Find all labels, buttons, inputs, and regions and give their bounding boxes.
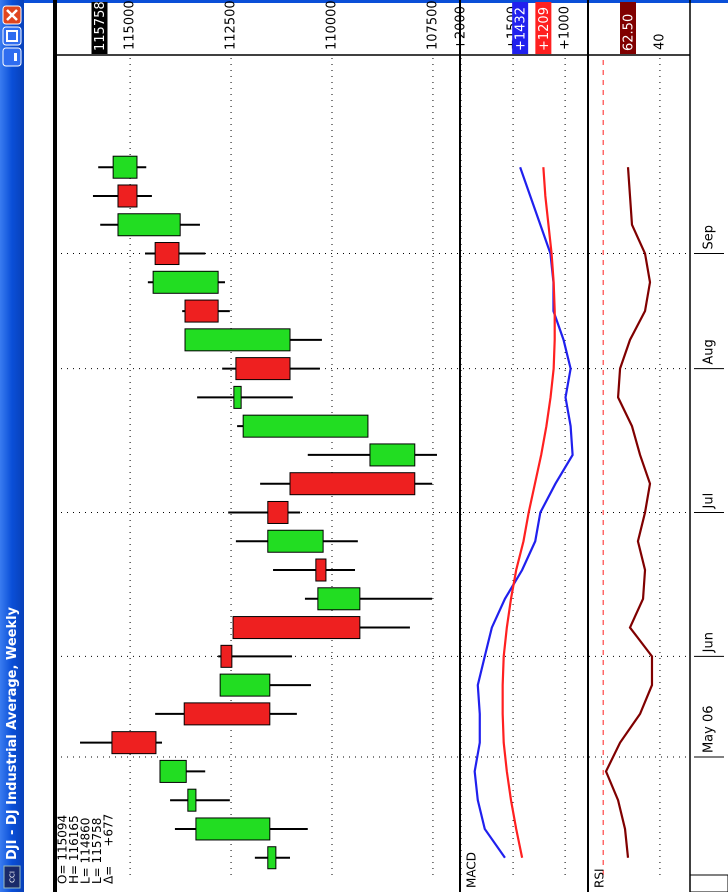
x-tick-label: Jun [702, 632, 717, 653]
y-tick-label: +1000 [558, 6, 573, 50]
candle-body [220, 644, 233, 668]
y-tick-label: 107500 [425, 0, 440, 50]
candle-body [184, 299, 219, 323]
y-tick-label: 40 [652, 33, 667, 50]
candle-body [195, 817, 271, 841]
maximize-icon [6, 30, 18, 42]
close-icon [6, 9, 18, 21]
candle-body [152, 270, 219, 294]
app-icon [3, 865, 21, 889]
candle-body [289, 472, 416, 496]
candle-body [111, 731, 157, 755]
ohlc-info: H= 116165 [67, 815, 81, 884]
candle-body [159, 759, 187, 783]
value-label-box [512, 2, 529, 54]
candle-body [117, 184, 138, 208]
minimize-icon [14, 53, 17, 61]
value-label: +1432 [514, 7, 529, 51]
scroll-box [689, 874, 728, 892]
candle-body [187, 788, 197, 812]
last-price-label-box [91, 2, 108, 54]
value-label: 62.50 [622, 14, 637, 51]
ohlc-info: Δ= +677 [102, 814, 116, 884]
y-tick-label: 112500 [224, 0, 239, 50]
candle-body [315, 558, 327, 582]
x-tick-label: Jul [702, 493, 717, 510]
candle-body [267, 846, 277, 870]
value-label-box [620, 2, 637, 54]
last-price-label: 115758 [93, 1, 108, 51]
y-tick-label: +2000 [454, 6, 469, 50]
candle-body [219, 673, 271, 697]
value-label: +1209 [537, 7, 552, 51]
indicator-line [501, 167, 556, 858]
panel-title: RSI [593, 869, 607, 889]
y-tick-label: 115000 [123, 0, 138, 50]
candle-body [112, 155, 138, 179]
value-label-box [535, 2, 552, 54]
app-icon-text: CCI [9, 871, 17, 883]
candle-body [233, 385, 242, 409]
candle-body [183, 702, 271, 726]
ohlc-info: O= 115094 [56, 815, 70, 884]
x-tick-label: May 06 [702, 705, 717, 753]
candle-body [267, 500, 289, 524]
title-bar [0, 0, 24, 892]
candle-body [154, 242, 180, 266]
minimize-button[interactable] [2, 47, 22, 67]
ohlc-info: L= 114860 [79, 818, 93, 884]
candle-body [117, 213, 181, 237]
candle-body [232, 616, 361, 640]
candle-body [242, 414, 369, 438]
candle-body [267, 529, 324, 553]
candle-body [317, 587, 361, 611]
y-tick-label: 110000 [324, 0, 339, 50]
candle-body [235, 357, 291, 381]
maximize-button[interactable] [2, 26, 22, 46]
indicator-line [604, 167, 654, 858]
window-title: DJI - DJ Industrial Average, Weekly [5, 606, 20, 860]
candle-body [184, 328, 291, 352]
ohlc-info: L= 115758 [90, 818, 104, 884]
panel-title: MACD [465, 852, 479, 888]
x-tick-label: Aug [702, 339, 717, 364]
candle-body [369, 443, 416, 467]
x-tick-label: Sep [702, 225, 717, 250]
